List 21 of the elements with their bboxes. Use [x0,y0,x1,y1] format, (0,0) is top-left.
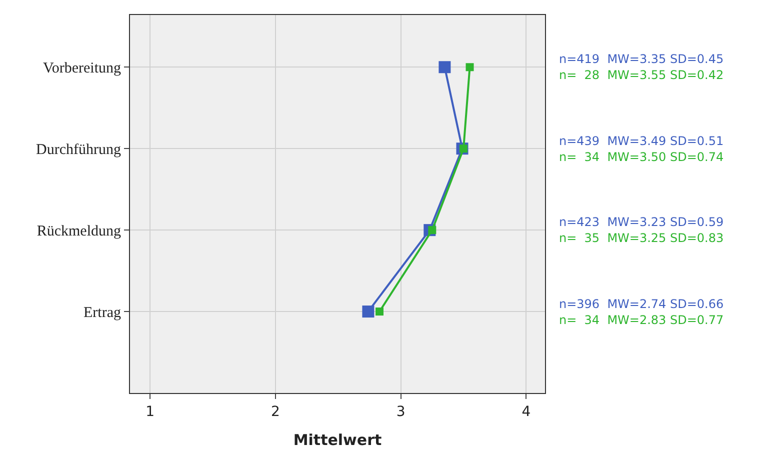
y-tick-label: Rückmeldung [36,223,122,240]
text: n= 34 MW=3.50 SD=0.74 [559,150,724,164]
point [466,63,474,72]
text: n=396 MW=2.74 SD=0.66 [559,297,724,311]
y-tick-label: Durchführung [36,142,122,158]
text: n= 28 MW=3.55 SD=0.42 [559,68,724,82]
x-tick-label: 1 [146,404,155,420]
text: n= 35 MW=3.25 SD=0.83 [559,231,724,245]
x-tick-label: 2 [270,404,280,420]
y-tick-label: Ertrag [84,304,122,321]
point [362,306,374,318]
text: n= 34 MW=2.83 SD=0.77 [559,313,724,327]
x-tick-label: 4 [522,404,531,420]
y-tick-label: Vorbereitung [42,60,122,76]
point [376,308,384,316]
point [438,61,451,74]
text: n=439 MW=3.49 SD=0.51 [559,134,724,148]
text: n=419 MW=3.35 SD=0.45 [559,52,724,66]
x-tick-label: 3 [396,404,406,420]
x-axis-title: Mittelwert [293,430,382,449]
text: n=423 MW=3.23 SD=0.59 [559,215,724,229]
